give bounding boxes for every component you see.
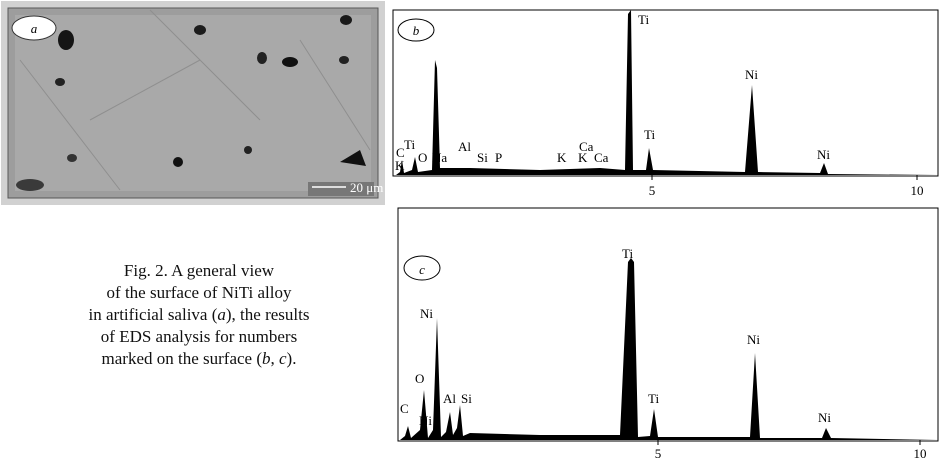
peak-label: K: [395, 158, 405, 173]
peak-label: Ti: [638, 12, 649, 27]
spectrum-b: b C K Ti O Na Al Si P K Ca K Ca Ti Ti Ni…: [392, 9, 939, 198]
peak-label: Ti: [622, 246, 633, 261]
caption-line: in artificial saliva (a), the results: [14, 304, 384, 326]
peak-label: O: [418, 150, 427, 165]
peak-label: Ti: [648, 391, 659, 406]
peak-label: Na: [432, 150, 447, 165]
peak-label: Al: [458, 139, 471, 154]
spectrum-trace: [400, 258, 938, 440]
peak-label: Ti: [644, 127, 655, 142]
peak-label: Ti: [404, 137, 415, 152]
caption-line: Fig. 2. A general view: [14, 260, 384, 282]
peak-label: Al: [443, 391, 456, 406]
caption-text: of EDS analysis for numbers: [100, 327, 298, 346]
panel-label: b: [413, 23, 420, 38]
peak-label: P: [495, 150, 502, 165]
peak-label: Ni: [745, 67, 758, 82]
caption-text: ), the results: [225, 305, 310, 324]
caption-line: marked on the surface (b, c).: [14, 348, 384, 370]
caption-text: a: [217, 305, 226, 324]
scale-bar-label: 20 μm: [350, 180, 383, 195]
caption-text: ,: [270, 349, 279, 368]
peak-label: Ni: [419, 413, 432, 428]
peak-label: O: [415, 371, 424, 386]
peak-label: Ca: [594, 150, 609, 165]
caption-text: Fig. 2. A general view: [123, 261, 275, 280]
x-tick-label: 5: [649, 183, 656, 198]
caption-text: marked on the surface (: [101, 349, 262, 368]
x-tick-label: 10: [911, 183, 924, 198]
peak-label: C: [400, 401, 409, 416]
spectrum-c: c C O Ni Ni Al Si Ti Ti Ni Ni 5 10: [397, 207, 939, 461]
peak-label: Si: [477, 150, 488, 165]
caption-text: in artificial saliva (: [88, 305, 218, 324]
caption-text: of the surface of NiTi alloy: [106, 283, 292, 302]
peak-label: K: [557, 150, 567, 165]
caption-text: c: [279, 349, 287, 368]
panel-label: c: [419, 262, 425, 277]
figure-caption: Fig. 2. A general view of the surface of …: [14, 260, 384, 370]
peak-label: Ni: [747, 332, 760, 347]
x-tick-label: 5: [655, 446, 662, 461]
peak-label: Si: [461, 391, 472, 406]
peak-label: Ni: [420, 306, 433, 321]
caption-text: b: [262, 349, 271, 368]
caption-text: ).: [286, 349, 297, 368]
peak-label: Ni: [817, 147, 830, 162]
peak-label: Ni: [818, 410, 831, 425]
peak-label: K: [578, 150, 588, 165]
peak-label: Ca: [579, 139, 594, 154]
panel-label: a: [31, 21, 38, 36]
sem-image: 20 μm a: [1, 1, 385, 205]
caption-line: of the surface of NiTi alloy: [14, 282, 384, 304]
peak-label: C: [396, 145, 405, 160]
caption-line: of EDS analysis for numbers: [14, 326, 384, 348]
x-tick-label: 10: [914, 446, 927, 461]
